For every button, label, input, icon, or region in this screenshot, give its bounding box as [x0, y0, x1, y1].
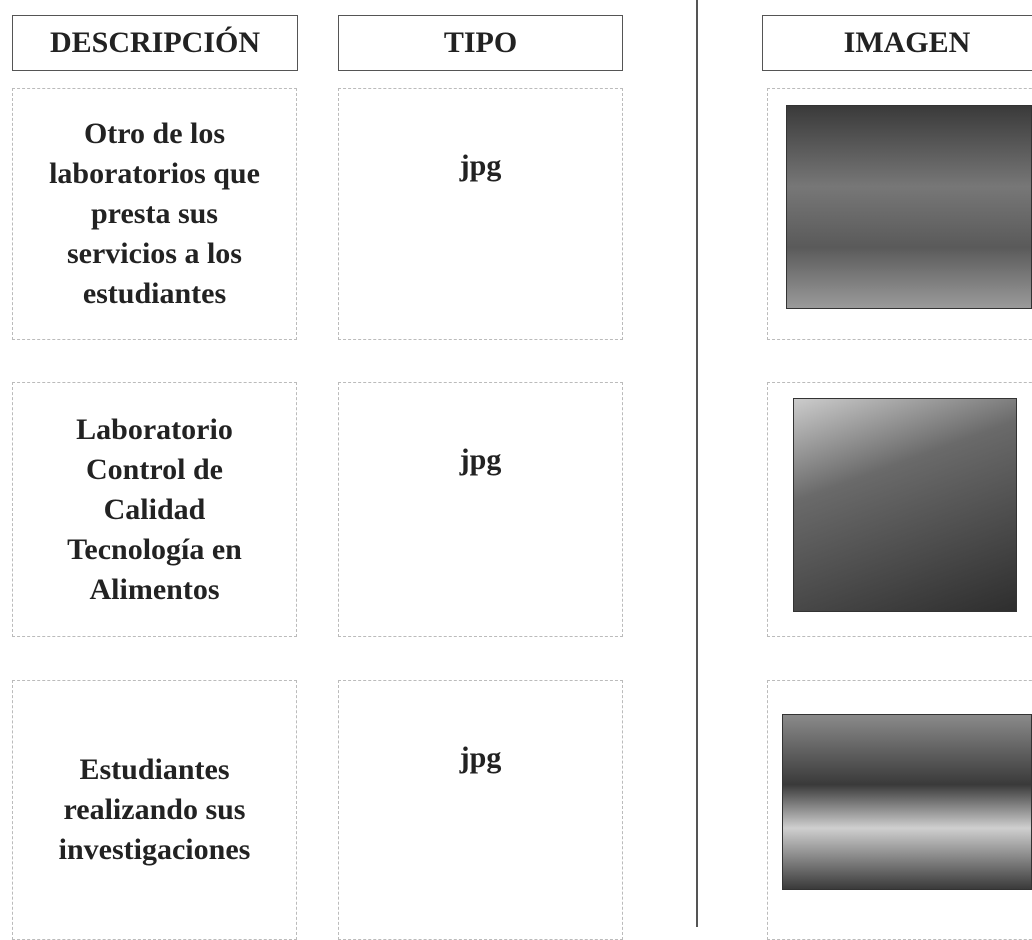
description-line: Calidad: [103, 492, 206, 526]
description-line: servicios a los: [67, 237, 242, 270]
description-cell: Otro de los laboratorios que presta sus ser…: [12, 88, 297, 340]
description-line: realizando sus: [63, 793, 246, 826]
description-line: estudiantes: [82, 277, 227, 310]
description-line: Tecnología en: [67, 532, 242, 566]
type-text: jpg: [459, 443, 502, 476]
type-cell: jpg: [338, 382, 623, 637]
description-line: presta sus: [91, 197, 218, 230]
photo: [782, 714, 1032, 890]
header-cell: IMAGEN: [762, 15, 1032, 71]
divider: [696, 0, 698, 927]
description-line: Alimentos: [89, 572, 220, 606]
description-line: Estudiantes: [79, 753, 230, 786]
type-text: jpg: [459, 741, 502, 774]
type-cell: jpg: [338, 88, 623, 340]
description-line: Otro de los: [83, 117, 226, 150]
type-text: jpg: [459, 149, 502, 182]
description-line: laboratorios que: [49, 157, 260, 190]
type-cell: jpg: [338, 680, 623, 940]
header-cell: DESCRIPCIÓN: [12, 15, 298, 71]
image-cell: [767, 88, 1032, 340]
description-cell: Estudiantes realizando sus investigaciones: [12, 680, 297, 940]
description-cell: Laboratorio Control de Calidad Tecnología e…: [12, 382, 297, 637]
image-cell: [767, 382, 1032, 637]
description-line: Laboratorio: [76, 412, 233, 446]
header-cell: TIPO: [338, 15, 623, 71]
photo: [786, 105, 1032, 309]
photo: [793, 398, 1017, 612]
description-line: Control de: [86, 452, 223, 486]
description-line: investigaciones: [58, 833, 251, 866]
